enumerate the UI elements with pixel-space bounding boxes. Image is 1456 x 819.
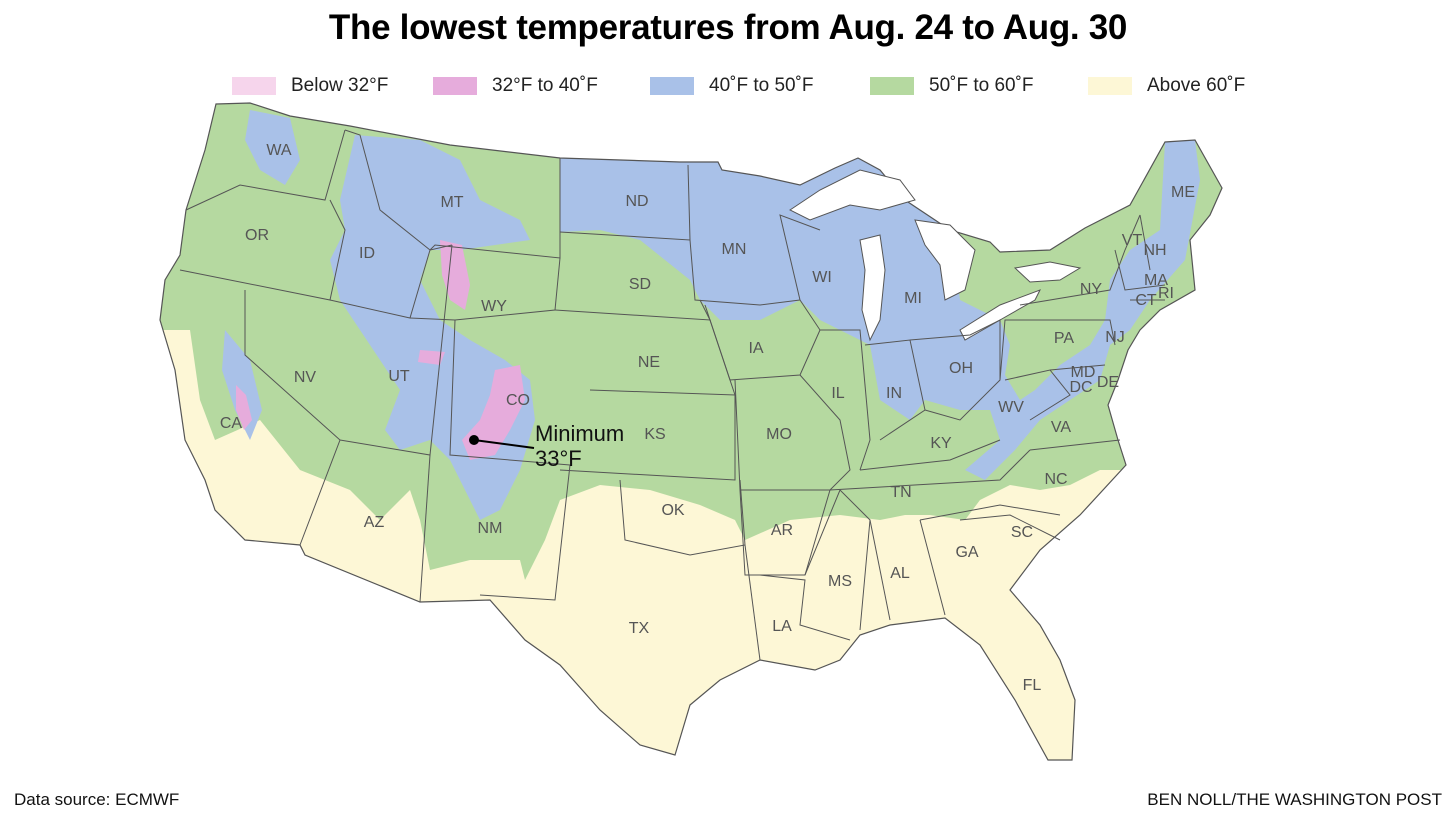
legend-item-above-60: Above 60˚F bbox=[1088, 72, 1245, 100]
state-label-al: AL bbox=[890, 565, 910, 582]
state-label-mt: MT bbox=[440, 194, 463, 211]
legend-item-40-50: 40˚F to 50˚F bbox=[650, 72, 814, 100]
state-label-wv: WV bbox=[998, 399, 1024, 416]
legend: Below 32°F 32°F to 40˚F 40˚F to 50˚F 50˚… bbox=[0, 72, 1456, 100]
state-label-ma: MA bbox=[1144, 272, 1168, 289]
legend-item-below-32: Below 32°F bbox=[232, 72, 388, 100]
legend-label: 40˚F to 50˚F bbox=[709, 75, 814, 96]
state-labels: WA OR CA ID NV MT WY UT CO AZ NM ND SD N… bbox=[220, 142, 1195, 694]
state-label-nc: NC bbox=[1044, 471, 1067, 488]
credit: BEN NOLL/THE WASHINGTON POST bbox=[1147, 790, 1442, 809]
state-label-sc: SC bbox=[1011, 524, 1033, 541]
state-label-il: IL bbox=[831, 385, 844, 402]
state-label-md: MD bbox=[1071, 364, 1096, 381]
data-source: Data source: ECMWF bbox=[14, 790, 180, 809]
state-label-fl: FL bbox=[1023, 677, 1042, 694]
state-label-ks: KS bbox=[644, 426, 665, 443]
us-temperature-map: WA OR CA ID NV MT WY UT CO AZ NM ND SD N… bbox=[159, 102, 1223, 761]
minimum-callout: Minimum 33°F bbox=[469, 421, 624, 471]
zone-40-50-sierra bbox=[222, 330, 262, 440]
state-label-mn: MN bbox=[722, 241, 747, 258]
state-label-pa: PA bbox=[1054, 330, 1074, 347]
state-label-wi: WI bbox=[812, 269, 832, 286]
minimum-point-marker bbox=[469, 435, 479, 445]
legend-swatch bbox=[232, 77, 276, 95]
state-label-or: OR bbox=[245, 227, 269, 244]
state-label-nd: ND bbox=[625, 193, 648, 210]
zone-40-50-cascades bbox=[245, 110, 300, 185]
state-label-mi: MI bbox=[904, 290, 922, 307]
map-title: The lowest temperatures from Aug. 24 to … bbox=[328, 8, 1128, 47]
state-label-ny: NY bbox=[1080, 281, 1103, 298]
state-label-nj: NJ bbox=[1105, 329, 1125, 346]
legend-label: Above 60˚F bbox=[1147, 75, 1246, 96]
legend-swatch bbox=[650, 77, 694, 95]
state-label-ne: NE bbox=[638, 354, 660, 371]
state-label-ri: RI bbox=[1158, 285, 1174, 302]
state-label-oh: OH bbox=[949, 360, 973, 377]
zone-32-40-ut bbox=[418, 350, 445, 365]
legend-swatch bbox=[1088, 77, 1132, 95]
state-label-dc: DC bbox=[1069, 379, 1092, 396]
temperature-fill bbox=[160, 103, 1222, 760]
lake-michigan bbox=[859, 234, 886, 342]
state-label-ia: IA bbox=[748, 340, 763, 357]
state-label-wa: WA bbox=[266, 142, 292, 159]
state-label-va: VA bbox=[1051, 419, 1071, 436]
state-label-ca: CA bbox=[220, 415, 243, 432]
legend-label: Below 32°F bbox=[291, 75, 389, 96]
legend-swatch bbox=[870, 77, 914, 95]
state-label-ct: CT bbox=[1135, 292, 1157, 309]
state-label-ky: KY bbox=[930, 435, 952, 452]
state-borders bbox=[179, 129, 1166, 661]
callout-label-minimum: Minimum bbox=[535, 421, 624, 446]
legend-label: 32°F to 40˚F bbox=[492, 75, 598, 96]
state-label-tx: TX bbox=[629, 620, 650, 637]
legend-swatch bbox=[433, 77, 477, 95]
state-label-wy: WY bbox=[481, 298, 507, 315]
state-label-ok: OK bbox=[661, 502, 684, 519]
state-label-ar: AR bbox=[771, 522, 793, 539]
state-label-tn: TN bbox=[890, 484, 911, 501]
callout-value: 33°F bbox=[535, 446, 582, 471]
state-label-ut: UT bbox=[388, 368, 410, 385]
state-label-sd: SD bbox=[629, 276, 651, 293]
zone-32-40-ca bbox=[236, 385, 252, 430]
state-label-in: IN bbox=[886, 385, 902, 402]
legend-item-32-40: 32°F to 40˚F bbox=[433, 72, 598, 100]
state-label-ga: GA bbox=[955, 544, 978, 561]
state-label-nv: NV bbox=[294, 369, 317, 386]
lake-superior bbox=[789, 169, 916, 221]
state-label-vt: VT bbox=[1122, 232, 1143, 249]
state-label-co: CO bbox=[506, 392, 530, 409]
state-label-ms: MS bbox=[828, 573, 852, 590]
lake-huron bbox=[914, 219, 976, 301]
zone-32-40-wy bbox=[440, 240, 470, 310]
state-label-az: AZ bbox=[364, 514, 385, 531]
state-label-nh: NH bbox=[1143, 242, 1166, 259]
us-outline bbox=[159, 102, 1223, 761]
legend-label: 50˚F to 60˚F bbox=[929, 75, 1034, 96]
lake-ontario bbox=[1013, 261, 1082, 283]
legend-item-50-60: 50˚F to 60˚F bbox=[870, 72, 1034, 100]
state-label-nm: NM bbox=[478, 520, 503, 537]
state-label-id: ID bbox=[359, 245, 375, 262]
state-label-me: ME bbox=[1171, 184, 1195, 201]
zone-32-40-co bbox=[462, 365, 525, 460]
state-label-mo: MO bbox=[766, 426, 792, 443]
callout-line bbox=[473, 439, 535, 449]
state-label-la: LA bbox=[772, 618, 792, 635]
state-label-de: DE bbox=[1097, 374, 1119, 391]
lake-erie bbox=[959, 289, 1042, 341]
